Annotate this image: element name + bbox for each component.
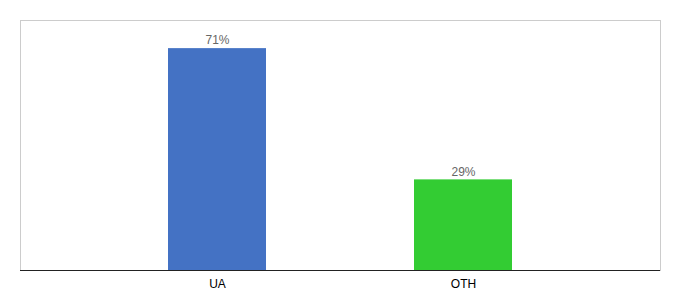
svg-text:29%: 29% — [451, 165, 475, 179]
svg-text:71%: 71% — [205, 33, 229, 47]
svg-text:OTH: OTH — [451, 277, 476, 291]
svg-text:UA: UA — [209, 277, 226, 291]
